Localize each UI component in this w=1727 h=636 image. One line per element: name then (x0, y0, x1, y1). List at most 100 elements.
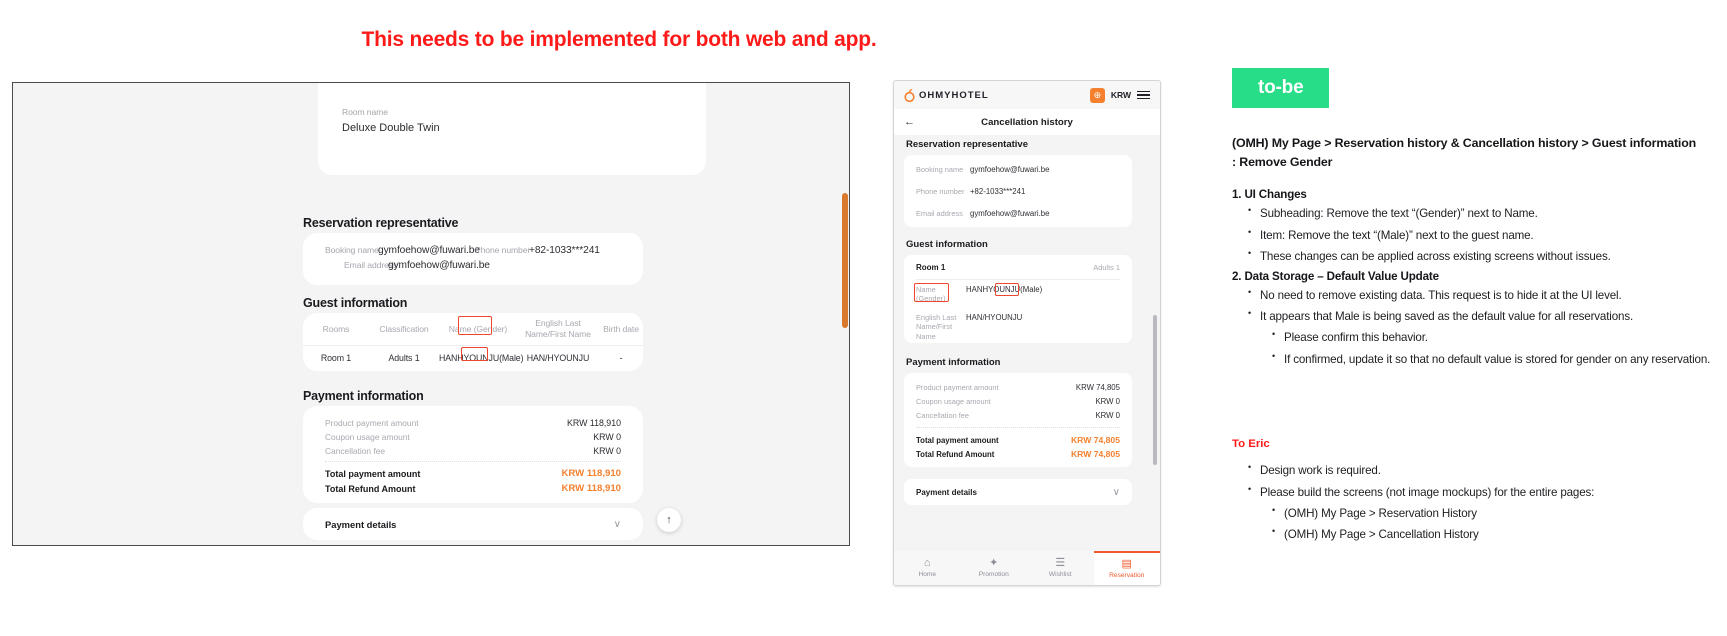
tab-reservation-label: Reservation (1109, 572, 1145, 579)
spec-section-1-item: Item: Remove the text “(Male)” next to t… (1248, 226, 1712, 244)
home-icon: ⌂ (923, 557, 931, 569)
web-phone-value: +82-1033***241 (529, 245, 600, 256)
web-guest-information-title: Guest information (303, 296, 408, 310)
chevron-down-icon: ∨ (1112, 486, 1120, 498)
tab-promotion[interactable]: ✦ Promotion (961, 551, 1028, 585)
spec-body: 1. UI Changes Subheading: Remove the tex… (1232, 188, 1712, 368)
app-reservation-representative-card: Booking name gymfoehow@fuwari.be Phone n… (904, 155, 1132, 227)
app-room-label: Room 1 (916, 263, 946, 272)
web-guest-information-table: Rooms Classification Name (Gender) Engli… (303, 313, 643, 371)
app-payment-refund-value: KRW 74,805 (1070, 449, 1120, 459)
cell-birth-date: - (619, 353, 623, 363)
payment-line-label: Coupon usage amount (325, 432, 410, 442)
spec-panel: to-be (OMH) My Page > Reservation histor… (1232, 68, 1712, 544)
app-nav-bar: ← Cancellation history (894, 109, 1160, 135)
app-payment-line-value: KRW 0 (1095, 397, 1120, 406)
col-rooms: Rooms (322, 323, 350, 334)
spec-section-2-subitem: If confirmed, update it so that no defau… (1272, 350, 1712, 368)
app-room-header: Room 1 Adults 1 (916, 263, 1120, 280)
col-name-gender: Name (Gender) (448, 323, 508, 334)
web-payment-details-accordion[interactable]: Payment details ∨ (303, 508, 643, 540)
app-payment-total-line: Total payment amount KRW 74,805 (916, 435, 1120, 445)
eric-subitem: (OMH) My Page > Cancellation History (1272, 525, 1712, 543)
app-payment-line: Cancellation fee KRW 0 (916, 411, 1120, 421)
cell-english-name: HAN/HYOUNJU (526, 353, 590, 363)
app-payment-information-card: Product payment amount KRW 74,805 Coupon… (904, 373, 1132, 467)
web-payment-details-label: Payment details (325, 518, 397, 530)
payment-total-line: Total payment amount KRW 118,910 (325, 468, 621, 479)
app-payment-line-label: Product payment amount (916, 383, 999, 392)
app-name-gender-label: Name (Gender) (916, 285, 946, 304)
app-guest-information-card: Room 1 Adults 1 Name (Gender) HANHYOUNJU… (904, 255, 1132, 343)
payment-line-label: Cancellation fee (325, 446, 386, 456)
ohmyhotel-logo-icon (904, 88, 915, 102)
web-payment-information-title: Payment information (303, 389, 424, 403)
web-screen-content: Room name Deluxe Double Twin Reservation… (13, 83, 849, 545)
app-name-gender-value: HANHYOUNJU(Male) (966, 285, 1043, 294)
app-english-name-row: English Last Name/First Name HAN/HYOUNJU (916, 313, 1022, 341)
highlight-box-app-gender-label (914, 283, 949, 302)
web-email-label: Email address (344, 260, 398, 270)
web-reservation-representative-card: Booking name gymfoehow@fuwari.be Phone n… (303, 233, 643, 285)
app-reservation-representative-title: Reservation representative (906, 139, 1028, 150)
app-phone-label: Phone number (916, 187, 965, 196)
app-payment-details-accordion[interactable]: Payment details ∨ (904, 479, 1132, 505)
room-name-card: Room name Deluxe Double Twin (318, 83, 706, 175)
payment-line-label: Product payment amount (325, 418, 419, 428)
page-title: (OMH) My Page > Reservation history & Ca… (1232, 134, 1712, 172)
web-scrollbar-thumb[interactable] (842, 193, 848, 328)
hamburger-menu-icon[interactable] (1137, 90, 1150, 100)
tab-reservation[interactable]: ▤ Reservation (1093, 551, 1160, 585)
cell-rooms: Room 1 (320, 353, 352, 363)
app-scrollbar-thumb[interactable] (1153, 315, 1157, 465)
scroll-to-top-button[interactable]: ↑ (657, 508, 681, 532)
spec-section-2-title: 2. Data Storage – Default Value Update (1232, 269, 1439, 283)
app-top-bar: OHMYHOTEL ⊕ KRW (894, 81, 1160, 109)
app-phone-value: +82-1033***241 (970, 187, 1026, 196)
app-payment-total-line: Total Refund Amount KRW 74,805 (916, 449, 1120, 459)
app-email-label: Email address (916, 209, 963, 218)
app-booking-name-value: gymfoehow@fuwari.be (970, 165, 1050, 174)
tab-home[interactable]: ⌂ Home (894, 551, 961, 585)
spec-heading-line-1: (OMH) My Page > Reservation history & Ca… (1232, 136, 1697, 150)
app-name-gender-row: Name (Gender) HANHYOUNJU(Male) (916, 285, 1042, 304)
eric-item: Design work is required. (1248, 461, 1712, 479)
spec-section-1-item: These changes can be applied across exis… (1248, 247, 1712, 265)
web-booking-name-label: Booking name (325, 245, 379, 255)
tab-home-label: Home (918, 571, 937, 578)
highlight-box-web-gender-header (458, 316, 492, 335)
app-payment-divider (916, 427, 1120, 428)
reservation-icon: ▤ (1121, 558, 1132, 570)
payment-refund-label: Total Refund Amount (325, 483, 416, 494)
app-english-name-value: HAN/HYOUNJU (966, 313, 1023, 322)
currency-label[interactable]: KRW (1110, 90, 1131, 100)
tab-wishlist[interactable]: ☰ Wishlist (1027, 551, 1094, 585)
app-english-name-label: English Last Name/First Name (916, 313, 957, 341)
col-classification: Classification (379, 323, 429, 334)
globe-icon[interactable]: ⊕ (1089, 87, 1105, 103)
tab-wishlist-label: Wishlist (1048, 571, 1072, 578)
spec-section-2-item: No need to remove existing data. This re… (1248, 286, 1712, 304)
app-brand[interactable]: OHMYHOTEL (904, 88, 989, 102)
room-name-value: Deluxe Double Twin (342, 122, 440, 134)
payment-line-value: KRW 0 (593, 446, 621, 456)
mobile-app-mockup: OHMYHOTEL ⊕ KRW ← Cancellation history R… (893, 80, 1161, 586)
app-brand-name: OHMYHOTEL (919, 89, 989, 101)
payment-line: Cancellation fee KRW 0 (325, 446, 621, 456)
back-arrow-icon[interactable]: ← (904, 116, 915, 128)
payment-total-value: KRW 118,910 (561, 468, 621, 479)
app-payment-details-label: Payment details (916, 487, 977, 497)
app-payment-total-value: KRW 74,805 (1070, 435, 1120, 445)
payment-line: Product payment amount KRW 118,910 (325, 418, 621, 428)
wishlist-icon: ☰ (1055, 557, 1066, 569)
app-phone-row: Phone number +82-1033***241 (916, 187, 1025, 197)
app-top-bar-right: ⊕ KRW (1089, 87, 1150, 103)
table-row: Room 1 Adults 1 HANHYOUNJU(Male) HAN/HYO… (303, 346, 643, 371)
to-eric-body: Design work is required. Please build th… (1232, 461, 1712, 544)
payment-line-value: KRW 118,910 (567, 418, 621, 428)
app-payment-line: Coupon usage amount KRW 0 (916, 397, 1120, 407)
app-bottom-tab-bar: ⌂ Home ✦ Promotion ☰ Wishlist ▤ Reservat… (894, 551, 1160, 585)
web-reservation-representative-title: Reservation representative (303, 216, 459, 230)
app-payment-line-label: Cancellation fee (916, 411, 970, 420)
app-payment-refund-label: Total Refund Amount (916, 449, 995, 459)
